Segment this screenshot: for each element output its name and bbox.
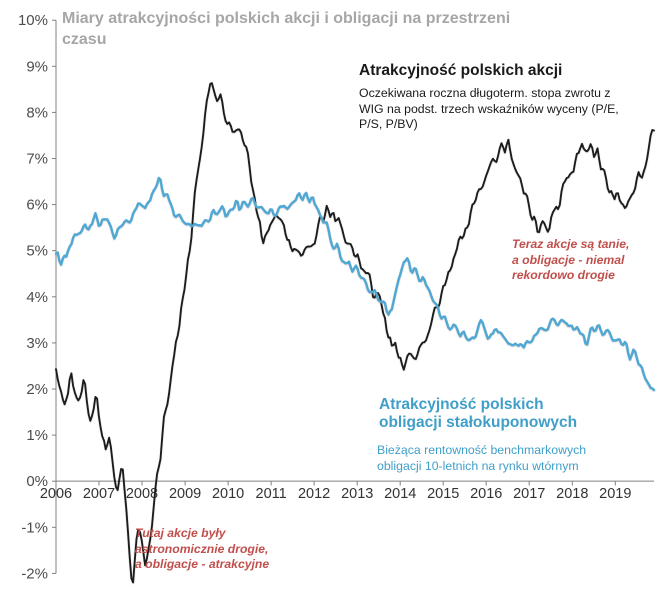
svg-text:6%: 6%	[26, 197, 48, 214]
svg-text:4%: 4%	[26, 289, 48, 306]
svg-text:5%: 5%	[26, 243, 48, 260]
svg-text:-1%: -1%	[21, 519, 48, 536]
svg-text:2019: 2019	[599, 486, 631, 502]
svg-text:7%: 7%	[26, 151, 48, 168]
svg-text:10%: 10%	[18, 12, 48, 29]
svg-text:2016: 2016	[470, 486, 502, 502]
svg-text:2018: 2018	[556, 486, 588, 502]
svg-text:1%: 1%	[26, 427, 48, 444]
svg-text:2%: 2%	[26, 381, 48, 398]
svg-text:8%: 8%	[26, 104, 48, 121]
svg-text:2017: 2017	[513, 486, 545, 502]
svg-text:2009: 2009	[169, 486, 201, 502]
svg-text:2010: 2010	[212, 486, 244, 502]
svg-text:2012: 2012	[298, 486, 330, 502]
svg-text:-2%: -2%	[21, 565, 48, 582]
svg-text:2006: 2006	[40, 486, 72, 502]
svg-text:2015: 2015	[427, 486, 459, 502]
svg-text:3%: 3%	[26, 335, 48, 352]
svg-text:2013: 2013	[341, 486, 373, 502]
svg-text:2011: 2011	[256, 486, 287, 502]
svg-text:2014: 2014	[384, 486, 416, 502]
svg-text:2007: 2007	[83, 486, 115, 502]
svg-text:9%: 9%	[26, 58, 48, 75]
svg-text:2008: 2008	[126, 486, 158, 502]
